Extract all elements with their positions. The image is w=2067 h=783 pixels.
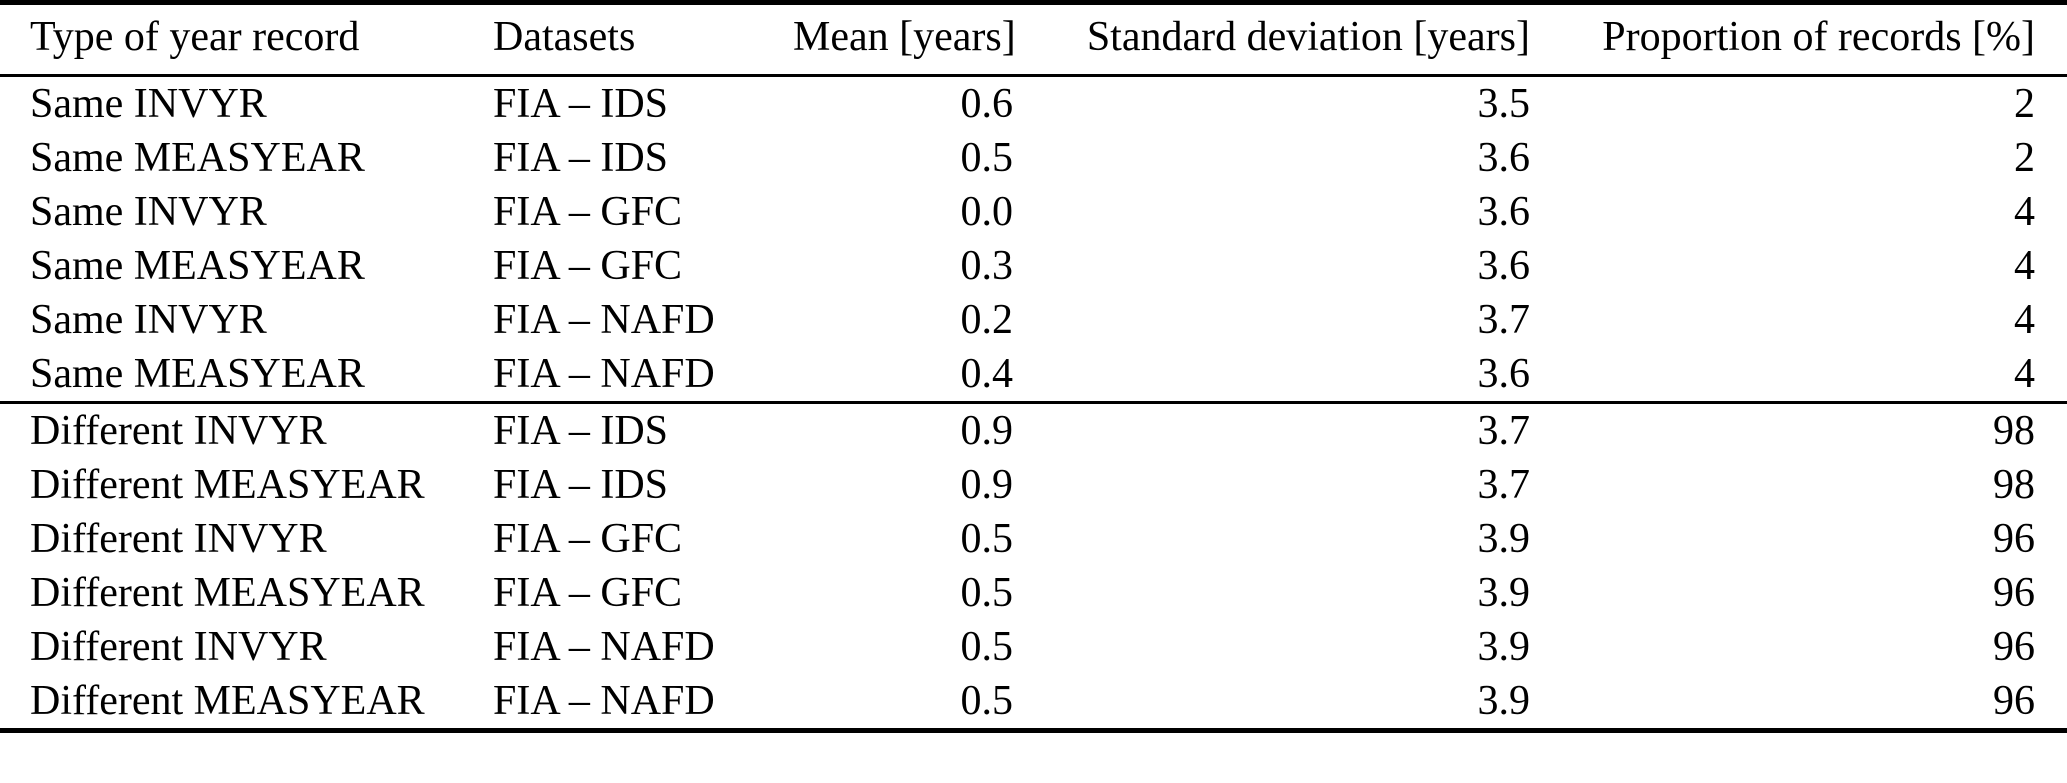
header-row: Type of year record Datasets Mean [years… xyxy=(0,2,2067,77)
cell-dataset: FIA – GFC xyxy=(493,570,683,616)
cell-proportion: 98 xyxy=(1993,408,2035,454)
cell-proportion: 96 xyxy=(1993,624,2035,670)
cell-std-dev: 3.5 xyxy=(1477,81,1531,127)
cell-std-dev: 3.9 xyxy=(1477,570,1531,616)
cell-mean: 0.2 xyxy=(960,297,1014,343)
cell-mean: 0.6 xyxy=(960,81,1014,127)
cell-mean: 0.0 xyxy=(960,189,1014,235)
cell-proportion: 96 xyxy=(1993,516,2035,562)
cell-std-dev: 3.9 xyxy=(1477,624,1531,670)
cell-record-type: Same MEASYEAR xyxy=(30,135,365,181)
cell-dataset: FIA – IDS xyxy=(493,408,669,454)
cell-dataset: FIA – NAFD xyxy=(493,678,715,724)
table-row: Same MEASYEAR FIA – GFC 0.3 3.6 4 xyxy=(0,239,2067,293)
table-row: Different MEASYEAR FIA – GFC 0.5 3.9 96 xyxy=(0,566,2067,620)
cell-mean: 0.9 xyxy=(960,462,1014,508)
table-row: Different INVYR FIA – IDS 0.9 3.7 98 xyxy=(0,403,2067,459)
cell-record-type: Different MEASYEAR xyxy=(30,462,425,508)
cell-std-dev: 3.9 xyxy=(1477,516,1531,562)
cell-std-dev: 3.7 xyxy=(1477,408,1531,454)
cell-std-dev: 3.6 xyxy=(1477,243,1531,289)
cell-record-type: Same INVYR xyxy=(30,189,267,235)
group-same-year-records: Same INVYR FIA – IDS 0.6 3.5 2 Same MEAS… xyxy=(0,76,2067,403)
cell-record-type: Same INVYR xyxy=(30,81,267,127)
cell-std-dev: 3.9 xyxy=(1477,678,1531,724)
cell-mean: 0.5 xyxy=(960,570,1014,616)
column-header-standard-deviation: Standard deviation [years] xyxy=(1013,2,1530,77)
cell-record-type: Same MEASYEAR xyxy=(30,243,365,289)
table-row: Different INVYR FIA – NAFD 0.5 3.9 96 xyxy=(0,620,2067,674)
table-header: Type of year record Datasets Mean [years… xyxy=(0,2,2067,77)
cell-proportion: 4 xyxy=(2014,243,2035,289)
cell-proportion: 4 xyxy=(2014,351,2035,397)
table-row: Same MEASYEAR FIA – IDS 0.5 3.6 2 xyxy=(0,131,2067,185)
cell-proportion: 96 xyxy=(1993,678,2035,724)
cell-std-dev: 3.6 xyxy=(1477,351,1531,397)
cell-record-type: Different INVYR xyxy=(30,624,327,670)
cell-proportion: 4 xyxy=(2014,297,2035,343)
cell-record-type: Different MEASYEAR xyxy=(30,678,425,724)
column-header-mean: Mean [years] xyxy=(793,2,1013,77)
cell-dataset: FIA – GFC xyxy=(493,189,683,235)
table-row: Same INVYR FIA – IDS 0.6 3.5 2 xyxy=(0,76,2067,132)
cell-std-dev: 3.7 xyxy=(1477,297,1531,343)
table-row: Different MEASYEAR FIA – NAFD 0.5 3.9 96 xyxy=(0,674,2067,731)
column-header-datasets: Datasets xyxy=(493,2,793,77)
column-header-type-of-year-record: Type of year record xyxy=(0,2,493,77)
cell-record-type: Same MEASYEAR xyxy=(30,351,365,397)
table-row: Same INVYR FIA – GFC 0.0 3.6 4 xyxy=(0,185,2067,239)
cell-std-dev: 3.6 xyxy=(1477,135,1531,181)
cell-dataset: FIA – GFC xyxy=(493,516,683,562)
cell-record-type: Same INVYR xyxy=(30,297,267,343)
cell-proportion: 96 xyxy=(1993,570,2035,616)
cell-mean: 0.5 xyxy=(960,135,1014,181)
cell-proportion: 2 xyxy=(2014,81,2035,127)
cell-mean: 0.5 xyxy=(960,624,1014,670)
records-table: Type of year record Datasets Mean [years… xyxy=(0,0,2067,733)
cell-mean: 0.5 xyxy=(960,678,1014,724)
cell-dataset: FIA – NAFD xyxy=(493,624,715,670)
cell-std-dev: 3.6 xyxy=(1477,189,1531,235)
cell-mean: 0.9 xyxy=(960,408,1014,454)
table-row: Different INVYR FIA – GFC 0.5 3.9 96 xyxy=(0,512,2067,566)
cell-mean: 0.3 xyxy=(960,243,1014,289)
cell-dataset: FIA – IDS xyxy=(493,81,669,127)
cell-proportion: 4 xyxy=(2014,189,2035,235)
cell-record-type: Different INVYR xyxy=(30,516,327,562)
cell-record-type: Different MEASYEAR xyxy=(30,570,425,616)
table-row: Same MEASYEAR FIA – NAFD 0.4 3.6 4 xyxy=(0,347,2067,403)
cell-mean: 0.5 xyxy=(960,516,1014,562)
cell-proportion: 98 xyxy=(1993,462,2035,508)
group-different-year-records: Different INVYR FIA – IDS 0.9 3.7 98 Dif… xyxy=(0,403,2067,731)
cell-dataset: FIA – IDS xyxy=(493,135,669,181)
cell-dataset: FIA – IDS xyxy=(493,462,669,508)
cell-proportion: 2 xyxy=(2014,135,2035,181)
cell-dataset: FIA – GFC xyxy=(493,243,683,289)
column-header-proportion: Proportion of records [%] xyxy=(1530,2,2067,77)
cell-std-dev: 3.7 xyxy=(1477,462,1531,508)
cell-dataset: FIA – NAFD xyxy=(493,351,715,397)
table-row: Different MEASYEAR FIA – IDS 0.9 3.7 98 xyxy=(0,458,2067,512)
cell-dataset: FIA – NAFD xyxy=(493,297,715,343)
cell-mean: 0.4 xyxy=(960,351,1014,397)
table-row: Same INVYR FIA – NAFD 0.2 3.7 4 xyxy=(0,293,2067,347)
cell-record-type: Different INVYR xyxy=(30,408,327,454)
